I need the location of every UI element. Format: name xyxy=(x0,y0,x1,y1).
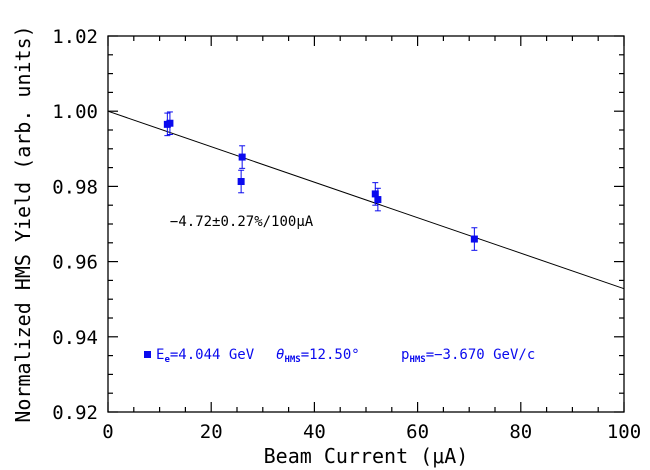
point-marker xyxy=(374,196,382,204)
legend-theta-value: =12.50° xyxy=(301,347,360,363)
x-tick-label: 40 xyxy=(303,421,326,443)
point-marker xyxy=(470,235,478,243)
y-tick-label: 0.92 xyxy=(52,402,98,424)
point-marker xyxy=(166,119,174,127)
legend-energy-main: E xyxy=(156,347,164,363)
ticks-layer: 0 20 40 60 80 100 0.92 0.94 0.96 0.98 1.00 1.02 xyxy=(52,26,641,443)
legend-p-sub: HMS xyxy=(409,355,425,365)
y-tick-label: 1.00 xyxy=(52,101,98,123)
x-axis-label: Beam Current (μA) xyxy=(264,444,469,468)
data-point xyxy=(166,111,174,136)
data-point xyxy=(374,187,382,212)
legend-p-main: p xyxy=(401,347,409,363)
legend-energy-sub: e xyxy=(164,355,170,365)
data-point xyxy=(470,227,478,251)
plot-frame xyxy=(107,35,625,413)
legend-theta-sub: HMS xyxy=(284,355,300,365)
y-axis-label: Normalized HMS Yield (arb. units) xyxy=(11,25,35,422)
y-tick-label: 1.02 xyxy=(52,26,98,48)
x-tick-label: 80 xyxy=(509,421,532,443)
data-point xyxy=(238,145,246,169)
legend: Ee=4.044 GeV θHMS=12.50° pHMS=−3.670 GeV… xyxy=(144,347,535,365)
point-marker xyxy=(238,153,246,161)
legend-marker xyxy=(144,351,151,358)
x-tick-label: 100 xyxy=(607,421,641,443)
x-tick-label: 0 xyxy=(102,421,113,443)
legend-p-value: =−3.670 GeV/c xyxy=(426,347,536,363)
legend-energy-value: =4.044 GeV xyxy=(170,347,255,363)
fit-annotation: −4.72±0.27%/100μA xyxy=(170,214,314,230)
y-tick-label: 0.98 xyxy=(52,176,98,198)
point-marker xyxy=(237,178,245,186)
legend-theta-main: θ xyxy=(276,347,284,363)
x-tick-label: 60 xyxy=(406,421,429,443)
point-marker xyxy=(371,190,379,198)
y-tick-label: 0.94 xyxy=(52,327,98,349)
data-point xyxy=(237,169,245,194)
y-tick-label: 0.96 xyxy=(52,252,98,274)
points-layer xyxy=(163,111,478,251)
x-tick-label: 20 xyxy=(200,421,223,443)
fit-line xyxy=(107,110,625,290)
legend-text: Ee=4.044 GeV θHMS=12.50° pHMS=−3.670 GeV… xyxy=(156,347,535,365)
